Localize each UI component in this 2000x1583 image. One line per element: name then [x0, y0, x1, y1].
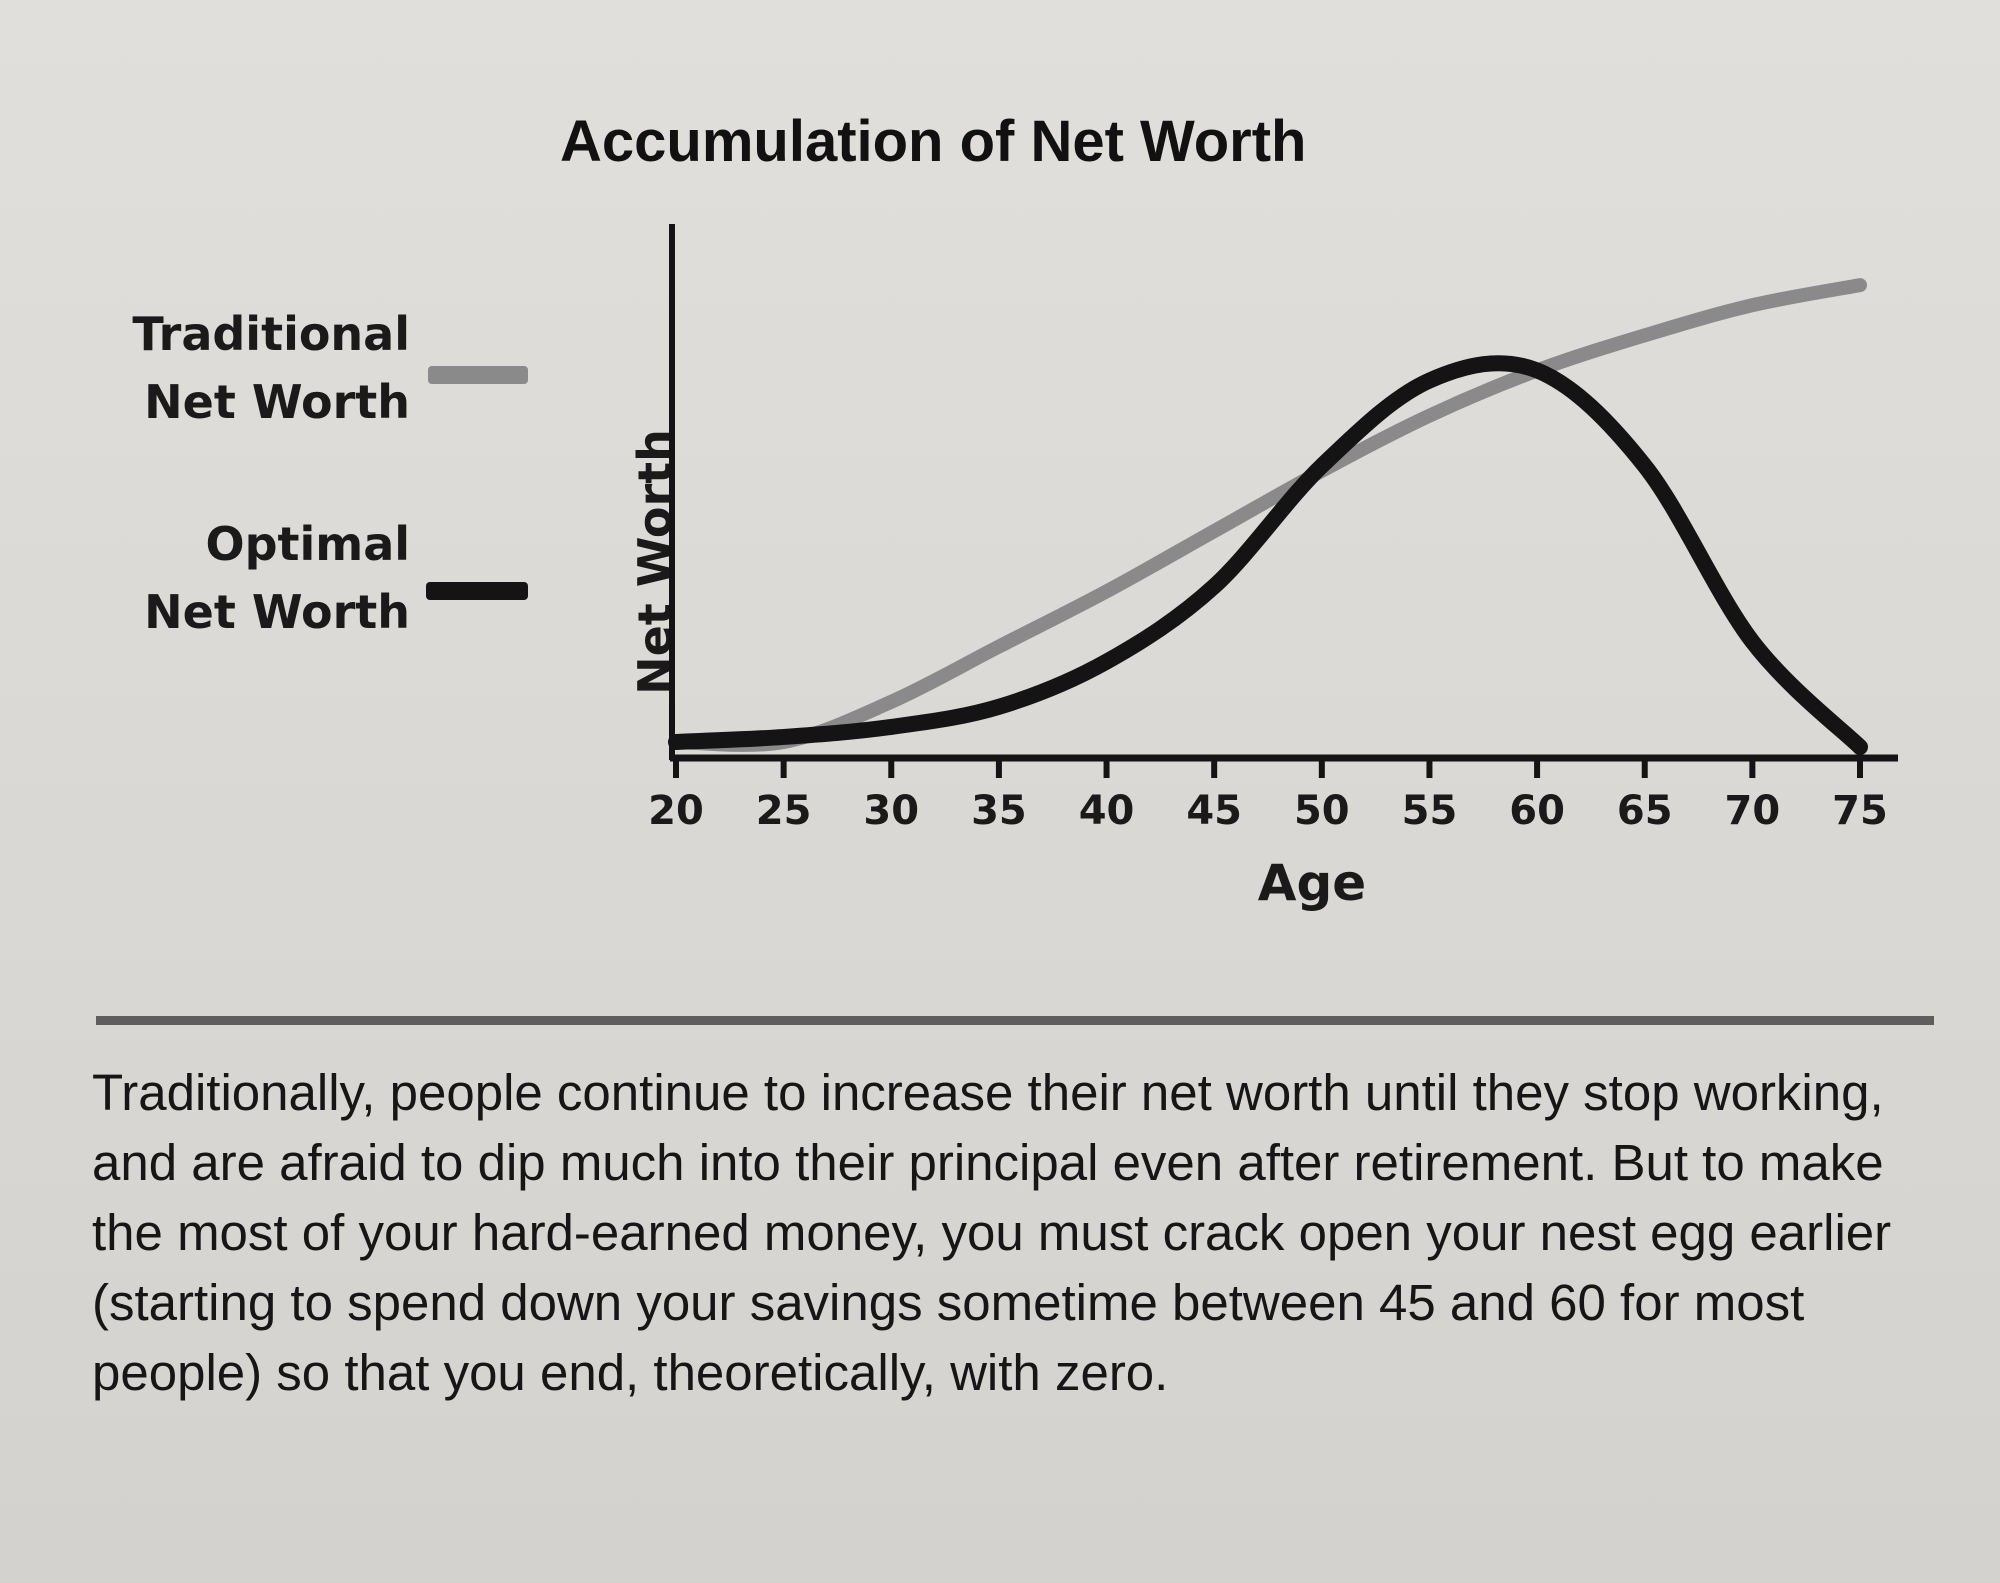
x-axis-ticks: 20 25 30 35 40 45 50 55 60 65 70 75: [648, 758, 1888, 834]
x-tick-label-75: 75: [1832, 788, 1888, 834]
x-tick-label-30: 30: [863, 788, 919, 834]
section-divider: [96, 1016, 1934, 1025]
legend-label-optimal: Optimal Net Worth: [60, 510, 410, 646]
line-chart: 20 25 30 35 40 45 50 55 60 65 70 75 Age: [648, 224, 1898, 912]
x-axis-label: Age: [1258, 854, 1366, 912]
x-tick-label-50: 50: [1294, 788, 1350, 834]
legend-label-optimal-line2: Net Worth: [144, 585, 410, 639]
legend-swatch-optimal: [426, 582, 528, 600]
caption-text: Traditionally, people continue to increa…: [92, 1064, 1892, 1401]
series-line-optimal-net-worth: [668, 355, 1868, 755]
legend-label-traditional: Traditional Net Worth: [60, 300, 410, 436]
x-tick-label-35: 35: [971, 788, 1027, 834]
x-tick-label-55: 55: [1402, 788, 1458, 834]
legend-label-optimal-line1: Optimal: [205, 517, 410, 571]
x-tick-label-20: 20: [648, 788, 704, 834]
legend-swatch-traditional: [428, 366, 528, 384]
x-tick-label-65: 65: [1617, 788, 1673, 834]
x-tick-label-25: 25: [756, 788, 812, 834]
x-tick-label-45: 45: [1186, 788, 1242, 834]
series-line-traditional-net-worth: [669, 278, 1867, 752]
legend-label-traditional-line2: Net Worth: [144, 375, 410, 429]
x-tick-label-70: 70: [1725, 788, 1781, 834]
chart-title: Accumulation of Net Worth: [560, 109, 1307, 174]
chart-axes: [669, 224, 1898, 762]
legend-label-traditional-line1: Traditional: [132, 307, 410, 361]
x-tick-label-60: 60: [1509, 788, 1565, 834]
x-tick-label-40: 40: [1079, 788, 1135, 834]
chart-series: [668, 278, 1868, 755]
